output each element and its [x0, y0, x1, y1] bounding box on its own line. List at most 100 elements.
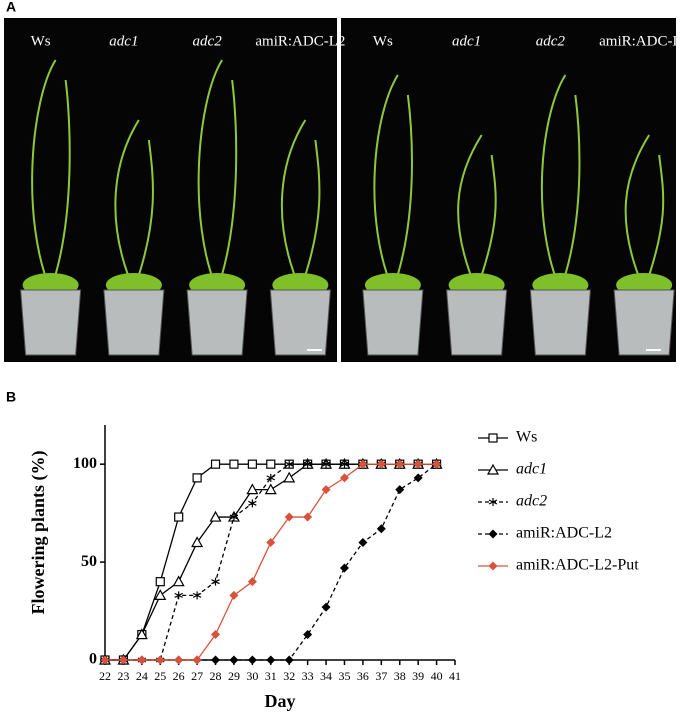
marker [247, 459, 257, 469]
legend-marker [486, 463, 500, 475]
stem [624, 134, 665, 291]
x-tick-label: 35 [338, 669, 350, 683]
marker [135, 628, 148, 640]
photo-label: adc1 [109, 33, 138, 49]
x-tick-label: 29 [228, 669, 240, 683]
marker [321, 460, 331, 469]
stem [31, 59, 71, 291]
x-tick-label: 41 [449, 669, 461, 683]
marker [174, 591, 183, 600]
marker [358, 459, 368, 469]
marker [248, 499, 257, 508]
marker [284, 512, 294, 522]
x-tick-label: 39 [412, 669, 424, 683]
stem [197, 59, 238, 291]
marker [209, 510, 222, 522]
marker [155, 655, 165, 665]
marker [137, 655, 147, 665]
x-tick-label: 34 [320, 669, 332, 683]
marker [191, 536, 204, 548]
marker [246, 483, 259, 495]
marker [264, 483, 277, 495]
photo-label: adc2 [193, 33, 223, 49]
pot [613, 289, 675, 356]
x-tick-label: 36 [357, 669, 369, 683]
plants [20, 59, 675, 356]
pot [20, 289, 82, 356]
marker [266, 459, 276, 469]
legend-marker [488, 529, 498, 539]
marker [211, 630, 221, 640]
x-tick-label: 30 [246, 669, 258, 683]
y-axis-label: Flowering plants (%) [28, 450, 49, 614]
marker [376, 459, 386, 469]
panel-label: B [6, 389, 16, 405]
photo-label: adc2 [536, 33, 566, 49]
marker [118, 655, 128, 665]
marker [247, 577, 257, 587]
x-tick-label: 28 [210, 669, 222, 683]
x-tick-label: 40 [431, 669, 443, 683]
marker [303, 630, 313, 640]
x-tick-label: 31 [265, 669, 277, 683]
y-tick-label: 0 [89, 651, 97, 668]
marker [284, 655, 294, 665]
legend-marker [488, 561, 498, 571]
marker [432, 459, 442, 469]
panel-label: A [6, 0, 16, 15]
marker [266, 473, 276, 482]
marker [211, 577, 220, 586]
marker [211, 655, 221, 665]
marker [174, 655, 184, 665]
legend-label: Ws [516, 429, 537, 446]
photo-label: Ws [373, 33, 393, 49]
legend-label: adc1 [516, 461, 547, 478]
marker [284, 460, 294, 469]
marker [303, 460, 312, 469]
y-tick-label: 100 [73, 455, 97, 472]
pot [186, 289, 248, 356]
marker [174, 512, 184, 522]
marker [210, 459, 221, 469]
stem [457, 134, 497, 291]
stem [540, 74, 581, 291]
marker [395, 459, 405, 469]
legend-label: amiR:ADC-L2 [516, 525, 612, 542]
marker [266, 655, 276, 665]
x-tick-label: 27 [191, 669, 203, 683]
legend-marker [488, 498, 498, 506]
photo-label: amiR:ADC-L2 [255, 33, 345, 49]
marker [172, 575, 185, 587]
y-tick-label: 50 [81, 553, 97, 570]
marker [229, 590, 239, 600]
marker [192, 473, 202, 483]
pot [362, 289, 424, 356]
x-axis-label: Day [265, 691, 296, 711]
marker [358, 538, 368, 547]
marker [321, 485, 331, 495]
legend-label: adc2 [516, 493, 547, 510]
marker [283, 471, 296, 483]
x-tick-label: 32 [283, 669, 295, 683]
x-tick-label: 37 [375, 669, 387, 683]
marker [154, 589, 167, 600]
stem [280, 119, 321, 291]
marker [100, 655, 110, 665]
marker [321, 602, 331, 612]
marker [376, 524, 386, 534]
x-tick-label: 22 [99, 669, 111, 683]
pot [103, 289, 165, 356]
legend-label: amiR:ADC-L2-Put [516, 557, 639, 574]
legend-marker [488, 433, 498, 443]
x-tick-label: 26 [173, 669, 185, 683]
x-tick-label: 38 [394, 669, 406, 683]
pot [446, 289, 508, 356]
photo-label: adc1 [452, 33, 481, 49]
marker [155, 577, 165, 587]
x-tick-label: 33 [302, 669, 314, 683]
marker [339, 473, 349, 483]
marker [229, 655, 239, 665]
marker [340, 460, 349, 469]
marker [395, 485, 405, 495]
